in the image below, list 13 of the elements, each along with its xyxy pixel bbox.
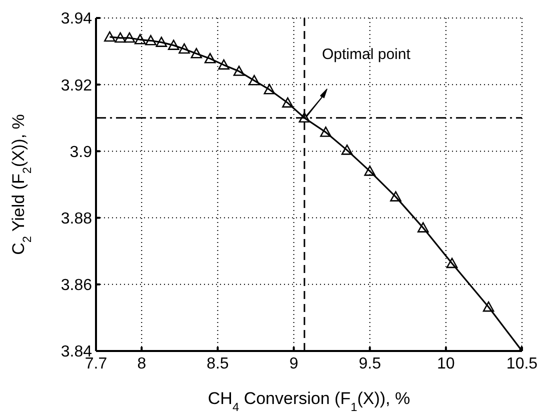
annotation: Optimal point (322, 46, 410, 63)
x-tick-label: 9 (289, 355, 298, 372)
y-tick-label: 3.86 (60, 277, 92, 294)
x-tick-label: 10.5 (506, 355, 538, 372)
x-axis-title: CH$_{4}$ Conversion (F$_{1}$(X)), % (208, 389, 410, 414)
x-tick-label: 9.5 (358, 355, 382, 372)
y-tick-label: 3.9 (70, 144, 92, 161)
y-tick-label: 3.94 (60, 10, 92, 28)
x-tick-label: 8 (137, 355, 146, 372)
x-tick-label: 10 (437, 355, 455, 372)
y-tick-label: 3.88 (60, 210, 92, 228)
y-tick-label: 3.92 (60, 77, 92, 94)
x-tick-label: 8.5 (206, 355, 229, 372)
